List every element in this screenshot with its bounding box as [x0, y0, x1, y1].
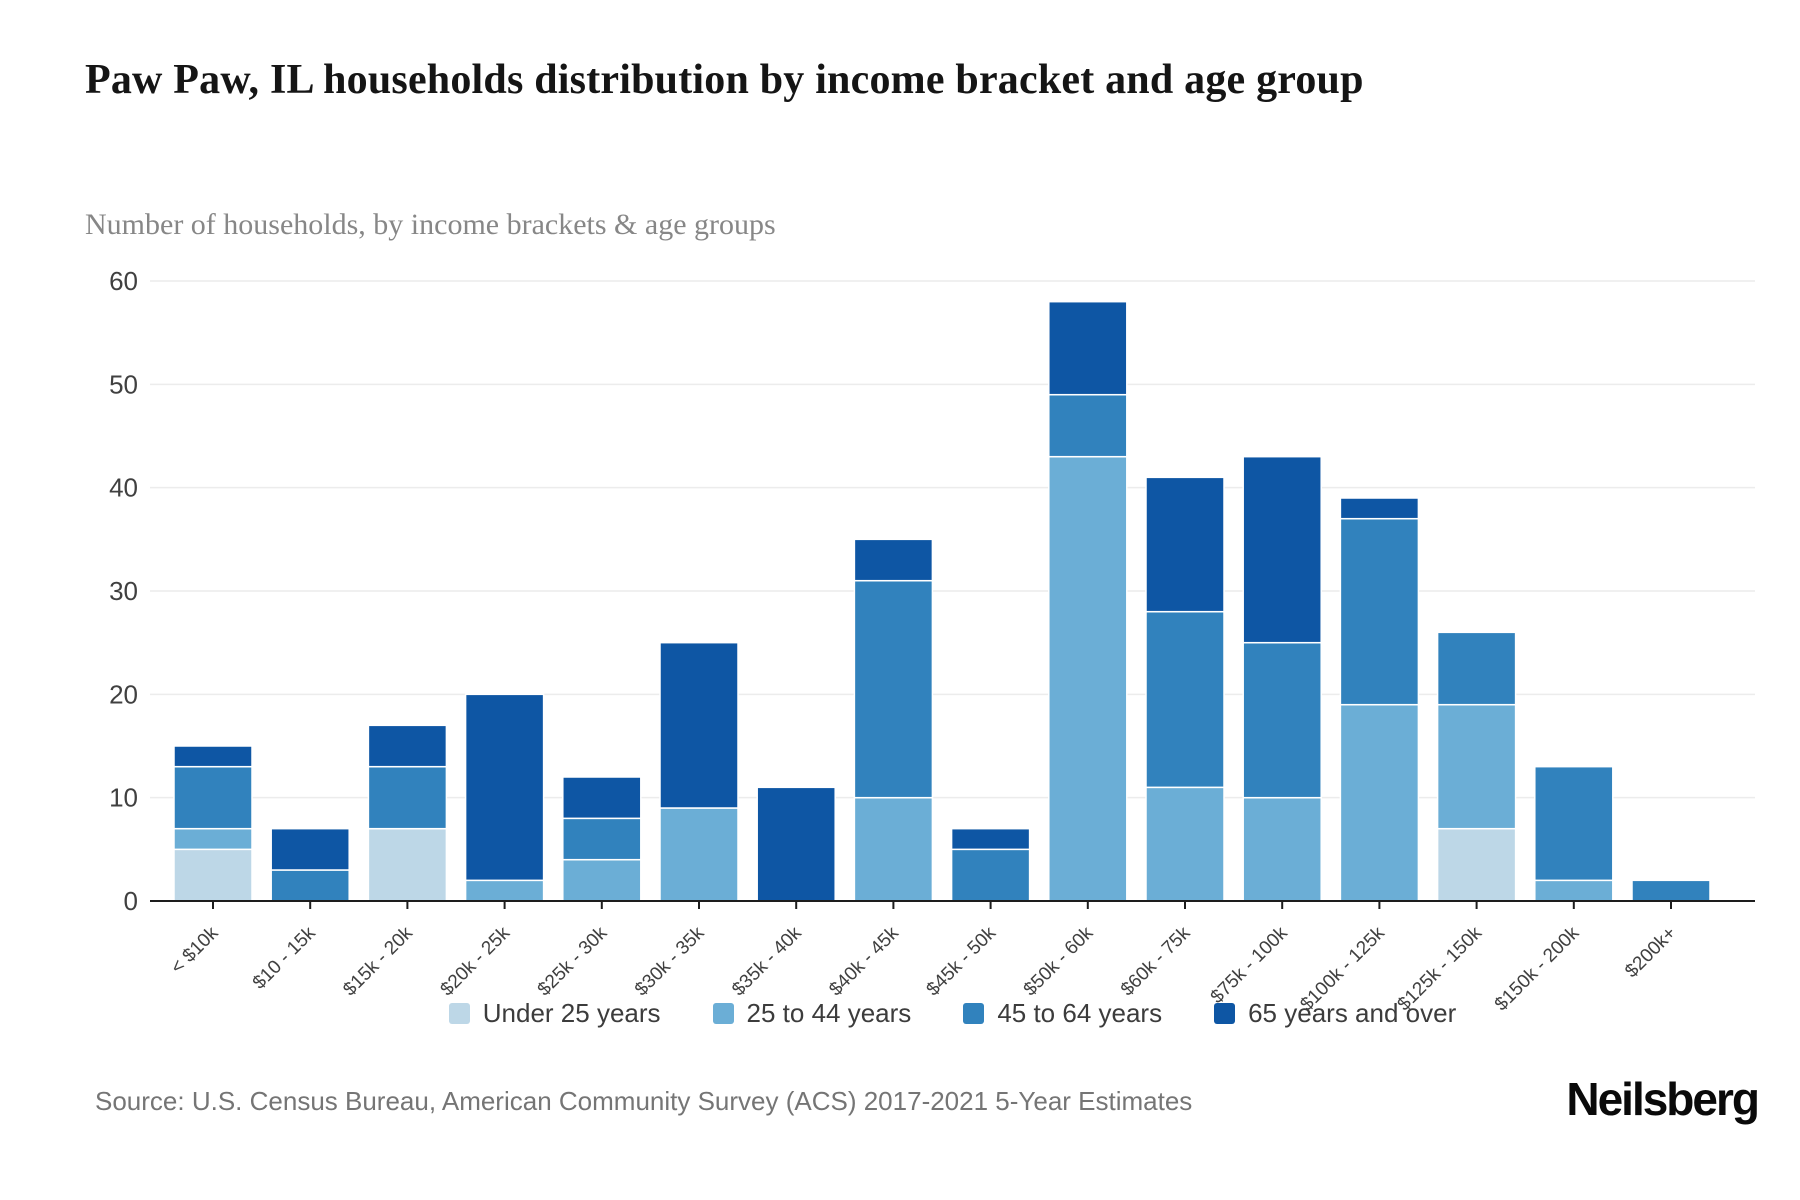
bar-segment-$20k - 25k-65 years and over[interactable] — [464, 693, 545, 882]
bar-segment-$60k - 75k-25 to 44 years[interactable] — [1145, 786, 1225, 902]
x-axis-label-$50k - 60k: $50k - 60k — [1020, 922, 1098, 1000]
x-axis-label-$200k+: $200k+ — [1621, 923, 1680, 982]
legend-swatch-65-years-and-over — [1214, 1003, 1236, 1024]
x-axis-label-< $10k: < $10k — [167, 922, 223, 978]
chart-subtitle: Number of households, by income brackets… — [85, 208, 776, 241]
bar-segment-$125k - 150k-Under 25 years[interactable] — [1436, 827, 1517, 902]
bar-segment-$40k - 45k-25 to 44 years[interactable] — [853, 796, 934, 902]
legend-item-25-to-44-years[interactable]: 25 to 44 years — [712, 998, 912, 1029]
y-axis-tick-label-40: 40 — [109, 473, 138, 503]
bar-segment-$15k - 20k-45 to 64 years[interactable] — [367, 765, 448, 830]
bar-segment-$10 - 15k-45 to 64 years[interactable] — [270, 869, 350, 902]
source-attribution: Source: U.S. Census Bureau, American Com… — [95, 1086, 1193, 1116]
bar-segment-$25k - 30k-65 years and over[interactable] — [562, 776, 642, 820]
bar-segment-$35k - 40k-65 years and over[interactable] — [756, 786, 836, 902]
chart-title: Paw Paw, IL households distribution by i… — [85, 57, 1364, 103]
bar-segment-< $10k-65 years and over[interactable] — [173, 745, 253, 768]
bar-segment-$40k - 45k-45 to 64 years[interactable] — [853, 579, 934, 799]
y-axis-tick-label-20: 20 — [109, 679, 138, 709]
x-axis-label-$20k - 25k: $20k - 25k — [437, 922, 515, 1000]
legend-swatch-25-to-44-years — [712, 1003, 734, 1024]
bar-segment-$100k - 125k-65 years and over[interactable] — [1339, 497, 1420, 520]
bar-segment-$75k - 100k-65 years and over[interactable] — [1242, 455, 1322, 644]
legend-label: Under 25 years — [482, 998, 661, 1028]
bar-segment-< $10k-45 to 64 years[interactable] — [173, 765, 253, 830]
legend-item-45-to-64-years[interactable]: 45 to 64 years — [963, 998, 1162, 1029]
legend-swatch-45-to-64-years — [963, 1003, 985, 1024]
bar-segment-$20k - 25k-25 to 44 years[interactable] — [464, 879, 545, 902]
x-axis-label-$45k - 50k: $45k - 50k — [923, 922, 1001, 1000]
legend-label: 25 to 44 years — [746, 998, 912, 1028]
bar-segment-$100k - 125k-25 to 44 years[interactable] — [1339, 703, 1420, 902]
bar-segment-$15k - 20k-Under 25 years[interactable] — [367, 827, 448, 902]
bar-segment-$30k - 35k-65 years and over[interactable] — [659, 641, 739, 809]
chart-legend: Under 25 years 25 to 44 years 45 to 64 y… — [150, 998, 1755, 1029]
legend-swatch-under-25-years — [448, 1003, 470, 1024]
bar-segment-$25k - 30k-45 to 64 years[interactable] — [562, 817, 642, 861]
x-axis-label-$15k - 20k: $15k - 20k — [339, 922, 417, 1000]
bar-segment-$45k - 50k-65 years and over[interactable] — [950, 827, 1031, 851]
y-axis-tick-label-50: 50 — [109, 369, 138, 399]
bar-segment-$125k - 150k-45 to 64 years[interactable] — [1436, 631, 1517, 706]
bar-segment-$30k - 35k-25 to 44 years[interactable] — [659, 807, 739, 902]
y-axis-tick-label-60: 60 — [109, 266, 138, 296]
x-axis-label-$40k - 45k: $40k - 45k — [825, 922, 903, 1000]
bar-segment-$40k - 45k-65 years and over[interactable] — [853, 538, 934, 582]
bar-segment-$75k - 100k-25 to 44 years[interactable] — [1242, 796, 1322, 902]
x-axis-label-$25k - 30k: $25k - 30k — [534, 922, 612, 1000]
x-axis-label-$35k - 40k: $35k - 40k — [728, 922, 806, 1000]
bar-segment-$60k - 75k-65 years and over[interactable] — [1145, 476, 1225, 613]
legend-label: 45 to 64 years — [997, 998, 1163, 1028]
legend-label: 65 years and over — [1248, 998, 1457, 1028]
bar-segment-$25k - 30k-25 to 44 years[interactable] — [562, 858, 642, 902]
legend-item-65-years-and-over[interactable]: 65 years and over — [1214, 998, 1456, 1029]
x-axis-label-$10 - 15k: $10 - 15k — [249, 922, 320, 993]
neilsberg-logo[interactable]: Neilsberg — [1566, 1073, 1760, 1125]
y-axis-tick-label-30: 30 — [109, 576, 138, 606]
y-axis-tick-label-10: 10 — [109, 783, 138, 813]
bar-segment-$50k - 60k-25 to 44 years[interactable] — [1048, 455, 1128, 902]
bar-segment-$45k - 50k-45 to 64 years[interactable] — [950, 848, 1031, 902]
bar-segment-$50k - 60k-65 years and over[interactable] — [1048, 300, 1128, 396]
bar-segment-$10 - 15k-65 years and over[interactable] — [270, 827, 350, 871]
bar-segment-$200k+-45 to 64 years[interactable] — [1631, 879, 1711, 902]
bar-segment-$100k - 125k-45 to 64 years[interactable] — [1339, 517, 1420, 706]
bar-segment-$150k - 200k-45 to 64 years[interactable] — [1534, 765, 1614, 882]
bar-segment-$60k - 75k-45 to 64 years[interactable] — [1145, 610, 1225, 789]
legend-item-under-25-years[interactable]: Under 25 years — [448, 998, 661, 1029]
bar-segment-$15k - 20k-65 years and over[interactable] — [367, 724, 448, 768]
x-axis-label-$75k - 100k: $75k - 100k — [1207, 922, 1292, 1007]
bar-segment-$75k - 100k-45 to 64 years[interactable] — [1242, 641, 1322, 799]
bar-segment-< $10k-Under 25 years[interactable] — [173, 848, 253, 902]
x-axis-label-$60k - 75k: $60k - 75k — [1117, 922, 1195, 1000]
y-axis-tick-label-0: 0 — [124, 886, 138, 916]
bar-segment-$150k - 200k-25 to 44 years[interactable] — [1534, 879, 1614, 902]
bar-segment-< $10k-25 to 44 years[interactable] — [173, 827, 253, 851]
x-axis-label-$30k - 35k: $30k - 35k — [631, 922, 709, 1000]
bar-segment-$125k - 150k-25 to 44 years[interactable] — [1436, 703, 1517, 830]
bar-segment-$50k - 60k-45 to 64 years[interactable] — [1048, 393, 1128, 458]
